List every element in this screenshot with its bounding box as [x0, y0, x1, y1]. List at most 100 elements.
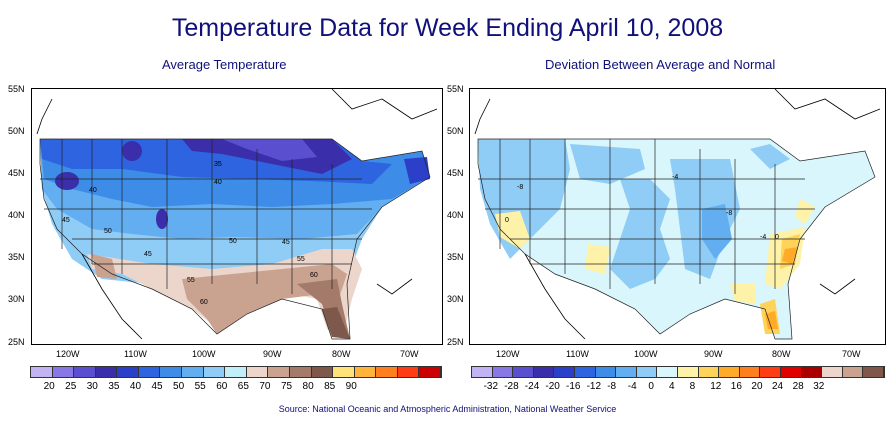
contour-label: 45 — [144, 251, 152, 258]
color-swatch — [760, 367, 781, 377]
scale-label: 25 — [65, 381, 77, 392]
color-swatch — [376, 367, 398, 377]
contour-label: 40 — [214, 179, 222, 186]
scale-label: 20 — [751, 381, 763, 392]
scale-label: 80 — [302, 381, 314, 392]
color-swatch — [822, 367, 843, 377]
color-swatch — [574, 367, 596, 377]
lon-label: 80W — [772, 349, 791, 359]
contour-label: 0 — [505, 217, 509, 224]
color-swatch — [616, 367, 637, 377]
color-swatch — [246, 367, 269, 377]
color-swatch — [801, 367, 823, 377]
scale-label: 20 — [43, 381, 55, 392]
lat-label: 35N — [8, 252, 25, 262]
scale-label: 70 — [259, 381, 271, 392]
color-swatch — [74, 367, 96, 377]
color-swatch — [780, 367, 802, 377]
color-swatch — [397, 367, 420, 377]
color-swatch — [636, 367, 658, 377]
contour-label: 50 — [104, 228, 112, 235]
deviation-color-scale — [471, 366, 885, 378]
scale-label: 28 — [792, 381, 804, 392]
lat-label: 40N — [447, 210, 464, 220]
color-swatch — [354, 367, 377, 377]
color-swatch — [492, 367, 514, 377]
color-swatch — [52, 367, 75, 377]
lon-label: 110W — [566, 349, 589, 359]
contour-label: -4 — [672, 174, 678, 181]
contour-label: 40 — [89, 187, 97, 194]
scale-label: 60 — [216, 381, 228, 392]
scale-label: -8 — [607, 381, 617, 392]
lat-label: 30N — [8, 294, 25, 304]
contour-label: -8 — [517, 184, 523, 191]
contour-label: 45 — [62, 217, 70, 224]
scale-label: 35 — [108, 381, 120, 392]
color-swatch — [160, 367, 183, 377]
lat-label: 45N — [8, 168, 25, 178]
color-swatch — [268, 367, 290, 377]
contour-label: 45 — [282, 239, 290, 246]
scale-label: 8 — [689, 381, 696, 392]
color-swatch — [842, 367, 864, 377]
scale-label: 45 — [151, 381, 163, 392]
color-swatch — [698, 367, 720, 377]
average-temperature-map: 35 40 40 45 50 45 50 45 55 55 60 60 — [31, 88, 443, 345]
color-swatch — [333, 367, 355, 377]
lat-label: 25N — [447, 337, 464, 347]
scale-label: 50 — [173, 381, 185, 392]
lat-label: 50N — [8, 126, 25, 136]
lon-label: 70W — [842, 349, 861, 359]
scale-label: 16 — [730, 381, 742, 392]
color-swatch — [739, 367, 761, 377]
scale-label: 32 — [813, 381, 825, 392]
right-map-title: Deviation Between Average and Normal — [545, 57, 776, 72]
temperature-deviation-map: -8 -4 -8 0 -4 0 — [469, 88, 886, 345]
color-swatch — [533, 367, 555, 377]
color-swatch — [31, 367, 53, 377]
lon-label: 70W — [400, 349, 419, 359]
color-swatch — [203, 367, 226, 377]
scale-label: 0 — [648, 381, 654, 392]
scale-label: -28 — [504, 381, 519, 392]
scale-label: -16 — [566, 381, 581, 392]
lon-label: 80W — [332, 349, 351, 359]
color-swatch — [182, 367, 204, 377]
scale-label: -20 — [545, 381, 560, 392]
color-swatch — [289, 367, 312, 377]
color-swatch — [419, 367, 441, 377]
contour-label: -4 — [760, 234, 766, 241]
lat-label: 50N — [447, 126, 464, 136]
lon-label: 100W — [192, 349, 216, 359]
scale-label: 85 — [324, 381, 336, 392]
color-swatch — [657, 367, 678, 377]
scale-label: -24 — [524, 381, 540, 392]
color-swatch — [595, 367, 617, 377]
lat-label: 30N — [447, 294, 464, 304]
color-swatch — [513, 367, 534, 377]
color-swatch — [311, 367, 334, 377]
lat-label: 45N — [447, 168, 464, 178]
lat-label: 55N — [447, 84, 464, 94]
average-temperature-color-scale — [30, 366, 442, 378]
lon-label: 90W — [704, 349, 723, 359]
lon-label: 90W — [263, 349, 282, 359]
lat-label: 25N — [8, 337, 25, 347]
color-swatch — [95, 367, 118, 377]
contour-label: -8 — [726, 210, 732, 217]
lon-label: 120W — [496, 349, 520, 359]
lon-label: 120W — [56, 349, 80, 359]
scale-label: 30 — [86, 381, 98, 392]
color-swatch — [719, 367, 740, 377]
scale-label: 40 — [129, 381, 142, 392]
color-swatch — [554, 367, 575, 377]
scale-label: 24 — [772, 381, 784, 392]
scale-label: 55 — [194, 381, 206, 392]
lat-label: 35N — [447, 252, 464, 262]
lon-label: 110W — [124, 349, 147, 359]
scale-label: 4 — [669, 381, 675, 392]
contour-label: 35 — [214, 161, 222, 168]
scale-label: 12 — [710, 381, 722, 392]
page-title: Temperature Data for Week Ending April 1… — [171, 14, 724, 42]
